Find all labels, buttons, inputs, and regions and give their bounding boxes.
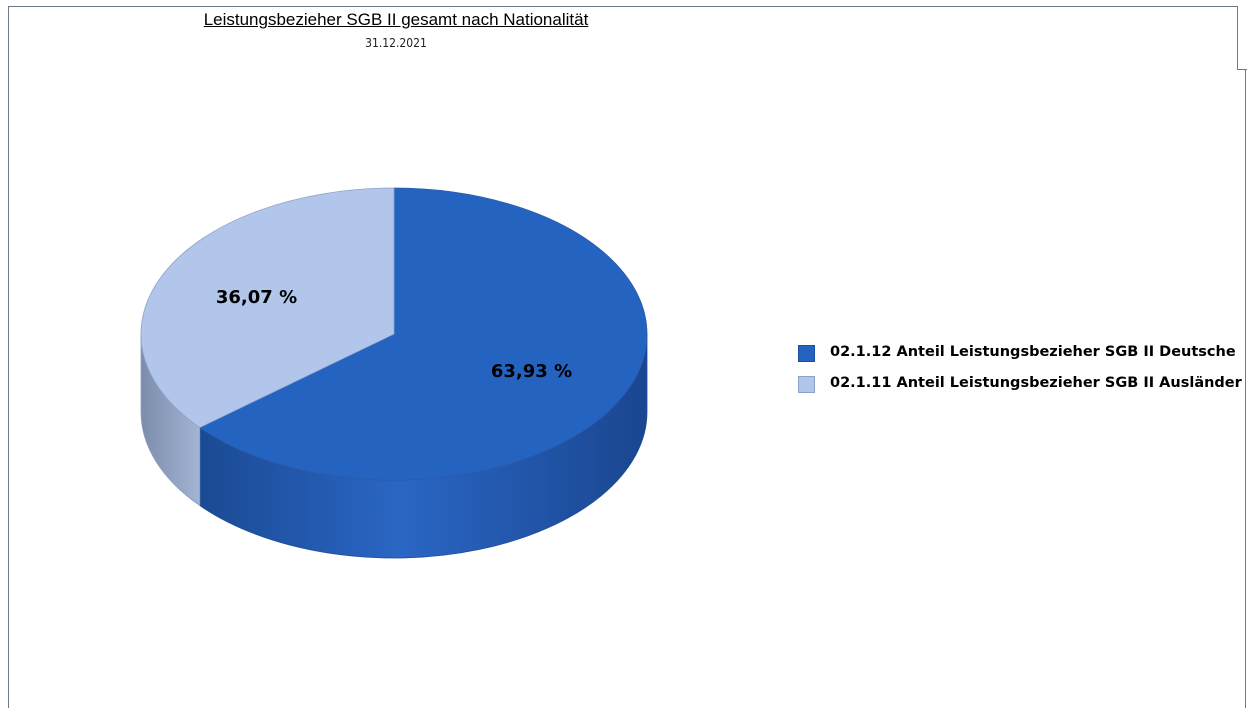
pie-slice-0 bbox=[198, 187, 648, 481]
frame-corner bbox=[1237, 6, 1247, 70]
legend-swatch-0 bbox=[798, 345, 815, 362]
legend-label-0: 02.1.12 Anteil Leistungsbezieher SGB II … bbox=[830, 344, 1236, 360]
legend-swatch-1 bbox=[798, 376, 815, 393]
data-label-1: 36,07 % bbox=[216, 287, 297, 308]
chart-subtitle: 31.12.2021 bbox=[365, 36, 427, 50]
pie-slice-1 bbox=[140, 187, 395, 429]
chart-frame bbox=[8, 6, 1246, 708]
legend-label-1: 02.1.11 Anteil Leistungsbezieher SGB II … bbox=[830, 375, 1242, 391]
data-label-0: 63,93 % bbox=[491, 361, 572, 382]
chart-title: Leistungsbezieher SGB II gesamt nach Nat… bbox=[203, 10, 589, 29]
